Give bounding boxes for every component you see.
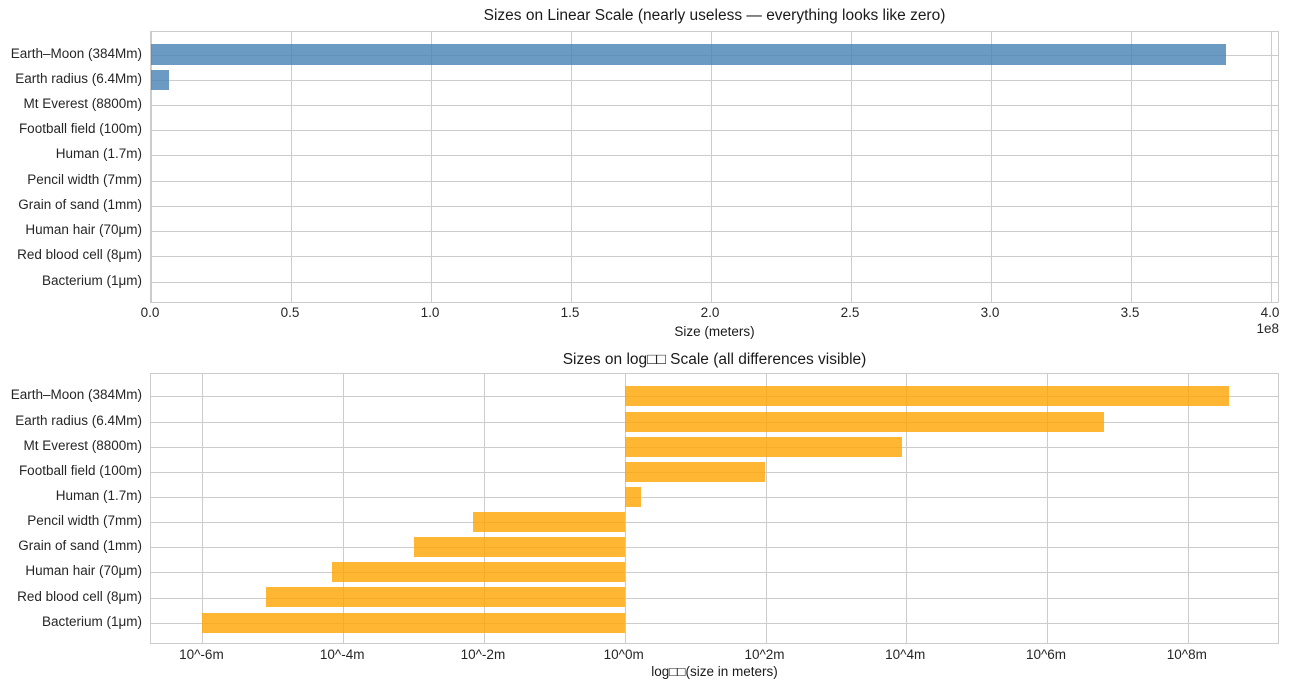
y-category-label: Earth–Moon (384Mm)	[10, 387, 142, 403]
linear-chart-title: Sizes on Linear Scale (nearly useless — …	[483, 7, 946, 24]
y-category-label: Pencil width (7mm)	[27, 513, 142, 529]
bar	[151, 69, 169, 90]
x-gridline	[571, 32, 572, 302]
y-category-label: Human (1.7m)	[55, 487, 142, 503]
linear-chart-x-axis-label: Size (meters)	[674, 324, 755, 339]
x-gridline	[151, 32, 152, 302]
bar	[151, 44, 1227, 65]
y-category-label: Mt Everest (8800m)	[23, 95, 142, 111]
log-chart-plot-area	[150, 373, 1279, 644]
y-category-label: Football field (100m)	[18, 121, 142, 137]
y-gridline	[151, 180, 1278, 182]
x-gridline	[1047, 374, 1048, 643]
y-category-label: Earth radius (6.4Mm)	[15, 70, 142, 86]
x-gridline	[1187, 374, 1189, 643]
y-category-label: Football field (100m)	[18, 462, 142, 478]
x-gridline	[483, 374, 485, 643]
x-gridline	[711, 32, 712, 302]
y-gridline	[151, 256, 1278, 258]
y-gridline	[151, 281, 1278, 283]
x-gridline	[1271, 32, 1272, 302]
bar	[413, 537, 625, 558]
x-gridline	[624, 374, 626, 643]
x-tick-label: 3.5	[1120, 305, 1140, 320]
log-chart-title: Sizes on log□□ Scale (all differences vi…	[562, 351, 867, 368]
x-gridline	[991, 32, 992, 302]
x-tick-label: 1.5	[560, 305, 580, 320]
x-tick-label: 10^2m	[744, 647, 785, 662]
y-gridline	[151, 572, 1278, 574]
y-gridline	[151, 205, 1278, 207]
linear-chart-plot-area	[150, 31, 1279, 303]
x-gridline	[765, 374, 767, 643]
log-chart-x-axis-label: log□□(size in meters)	[651, 664, 778, 679]
y-category-label: Human hair (70μm)	[25, 563, 142, 579]
bar	[624, 436, 903, 457]
y-category-label: Red blood cell (8μm)	[17, 588, 142, 604]
y-category-label: Grain of sand (1mm)	[18, 538, 142, 554]
y-gridline	[151, 622, 1278, 624]
bar	[624, 386, 1229, 407]
bar	[265, 587, 625, 608]
bar	[202, 612, 625, 633]
x-gridline	[906, 374, 908, 643]
x-tick-label: 0.0	[140, 305, 160, 320]
x-gridline	[291, 32, 292, 302]
x-gridline	[851, 32, 852, 302]
y-category-label: Red blood cell (8μm)	[17, 247, 142, 263]
bar	[332, 562, 625, 583]
y-category-label: Grain of sand (1mm)	[18, 196, 142, 212]
bar	[624, 461, 766, 482]
y-category-label: Pencil width (7mm)	[27, 171, 142, 187]
linear-chart-axis-offset-text: 1e8	[1256, 321, 1279, 336]
y-gridline	[151, 155, 1278, 157]
y-gridline	[151, 104, 1278, 106]
x-tick-label: 1.0	[420, 305, 440, 320]
x-tick-label: 3.0	[980, 305, 1000, 320]
y-gridline	[151, 496, 1278, 498]
y-category-label: Earth–Moon (384Mm)	[10, 45, 142, 61]
x-tick-label: 2.0	[700, 305, 720, 320]
x-tick-label: 0.5	[280, 305, 300, 320]
x-tick-label: 2.5	[840, 305, 860, 320]
bar	[473, 512, 625, 533]
bar	[624, 486, 641, 507]
y-category-label: Earth radius (6.4Mm)	[15, 412, 142, 428]
x-tick-label: 10^-4m	[319, 647, 365, 662]
x-tick-label: 10^6m	[1025, 647, 1067, 662]
y-gridline	[151, 231, 1278, 233]
y-category-label: Human (1.7m)	[55, 146, 142, 162]
x-tick-label: 10^-6m	[179, 647, 224, 662]
x-gridline	[1131, 32, 1132, 302]
x-tick-label: 4.0	[1260, 305, 1280, 320]
x-gridline	[343, 374, 345, 643]
x-tick-label: 10^4m	[885, 647, 926, 662]
y-gridline	[151, 130, 1278, 132]
y-category-label: Bacterium (1μm)	[41, 272, 142, 288]
bar	[624, 411, 1104, 432]
y-category-label: Bacterium (1μm)	[41, 613, 142, 629]
y-gridline	[151, 522, 1278, 524]
x-gridline	[431, 32, 432, 302]
x-tick-label: 10^8m	[1166, 647, 1207, 662]
y-gridline	[151, 547, 1278, 549]
y-category-label: Human hair (70μm)	[25, 222, 142, 238]
x-tick-label: 10^-2m	[460, 647, 506, 662]
y-gridline	[151, 597, 1278, 599]
x-gridline	[202, 374, 204, 643]
y-gridline	[151, 79, 1278, 81]
y-category-label: Mt Everest (8800m)	[23, 437, 142, 453]
x-tick-label: 10^0m	[603, 647, 644, 662]
